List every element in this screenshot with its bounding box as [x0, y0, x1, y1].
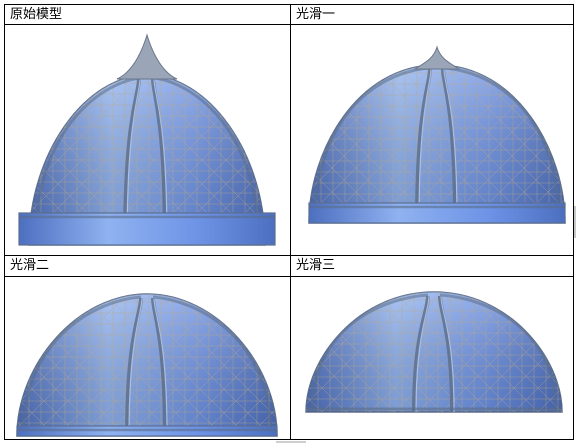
bottom-marker [276, 441, 306, 443]
rib-highlight [153, 78, 168, 245]
edge-rib [33, 76, 142, 245]
rib [123, 78, 141, 245]
dome-ribs [313, 66, 561, 223]
rib-highlight [415, 295, 430, 412]
dome-shading [306, 292, 562, 412]
dome-shading [17, 294, 277, 436]
rib [125, 297, 143, 436]
rib [415, 68, 432, 223]
panel-smooth-3: 光滑三 [291, 256, 573, 439]
dome-model-smooth-2 [16, 293, 278, 437]
dome-model-original [18, 33, 276, 246]
dome-shading [309, 65, 565, 223]
rib [151, 297, 167, 436]
dome-model-smooth-3 [305, 291, 563, 413]
rib [151, 78, 167, 245]
edge-rib [21, 295, 142, 436]
finial [116, 33, 178, 80]
panel-smooth-1: 光滑一 [291, 5, 573, 255]
panel-title: 原始模型 [10, 7, 63, 22]
rib-highlight [418, 68, 432, 223]
panel-title: 光滑一 [296, 7, 336, 22]
panel-title: 光滑三 [296, 258, 336, 273]
rib-highlight [128, 297, 143, 436]
rib-highlight [126, 78, 141, 245]
panel-title: 光滑二 [10, 258, 50, 273]
finial [413, 45, 461, 70]
table-divider-header-top [5, 24, 573, 25]
rib-highlight [443, 68, 458, 223]
scrollbar-marker [574, 206, 576, 238]
edge-rib [152, 295, 273, 436]
edge-rib [442, 66, 561, 223]
edge-rib [152, 76, 261, 245]
rib [441, 68, 457, 223]
edge-rib [310, 293, 429, 412]
rib-highlight [153, 297, 168, 436]
edge-rib [439, 293, 558, 412]
panel-smooth-2: 光滑二 [5, 256, 290, 439]
rib [412, 295, 430, 412]
dome-ribs [310, 293, 558, 412]
base-band [18, 212, 276, 246]
rib-highlight [440, 295, 455, 412]
edge-rib [313, 66, 432, 223]
rib [438, 295, 454, 412]
table-divider-vertical [290, 5, 291, 439]
table-divider-middle [5, 255, 573, 256]
comparison-table: 原始模型 光滑一 光滑二 光滑三 [4, 4, 574, 440]
dome-ribs [21, 295, 273, 436]
dome-model-smooth-1 [308, 45, 566, 224]
table-divider-header-bottom [5, 276, 573, 277]
dome-ribs [33, 76, 261, 245]
panel-original: 原始模型 [5, 5, 290, 255]
